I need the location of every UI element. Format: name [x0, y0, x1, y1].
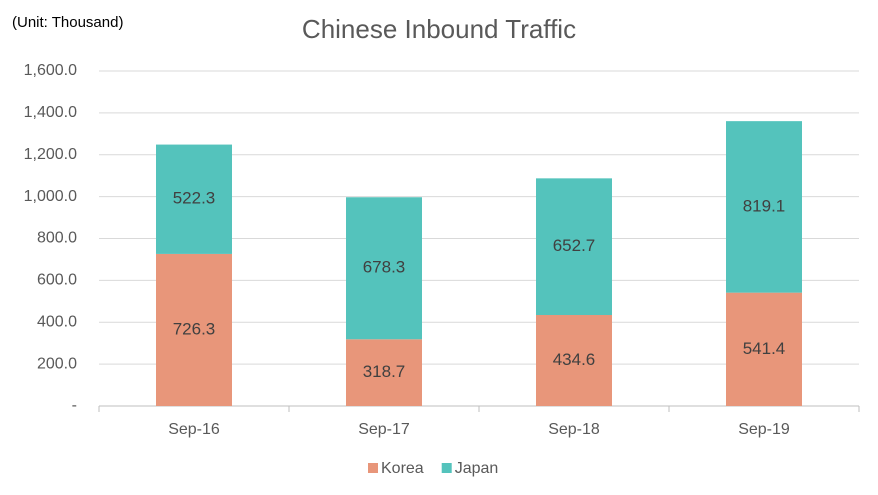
data-label: 522.3: [173, 189, 216, 208]
data-label: 541.4: [743, 339, 786, 358]
bar-segment: [346, 339, 422, 406]
data-label: 318.7: [363, 362, 406, 381]
bar-segment: [156, 144, 232, 254]
y-tick-label: 1,200.0: [24, 146, 77, 163]
bar-segment: [726, 292, 802, 406]
y-tick-label: 600.0: [37, 272, 77, 289]
x-tick-label: Sep-16: [168, 421, 220, 438]
data-label: 678.3: [363, 258, 406, 277]
y-tick-label: 1,400.0: [24, 104, 77, 121]
y-tick-label: 800.0: [37, 230, 77, 247]
legend-swatch: [441, 463, 452, 473]
y-tick-label: -: [72, 397, 77, 414]
legend-label: Korea: [381, 460, 424, 477]
data-label: 434.6: [553, 350, 596, 369]
bar-segment: [536, 315, 612, 406]
bar-segment: [726, 121, 802, 293]
legend-label: Japan: [455, 460, 499, 477]
bar-segment: [346, 197, 422, 340]
bar-segment: [536, 178, 612, 316]
y-tick-label: 400.0: [37, 313, 77, 330]
y-tick-label: 1,000.0: [24, 188, 77, 205]
x-tick-label: Sep-17: [358, 421, 410, 438]
bar-segment: [156, 253, 232, 406]
y-tick-label: 1,600.0: [24, 62, 77, 79]
x-tick-label: Sep-18: [548, 421, 600, 438]
chart-title: Chinese Inbound Traffic: [302, 14, 576, 44]
unit-note: (Unit: Thousand): [12, 14, 123, 31]
legend-swatch: [368, 463, 378, 473]
data-label: 726.3: [173, 319, 216, 338]
data-label: 819.1: [743, 196, 786, 215]
data-label: 652.7: [553, 236, 596, 255]
x-tick-label: Sep-19: [738, 421, 790, 438]
y-tick-label: 200.0: [37, 355, 77, 372]
